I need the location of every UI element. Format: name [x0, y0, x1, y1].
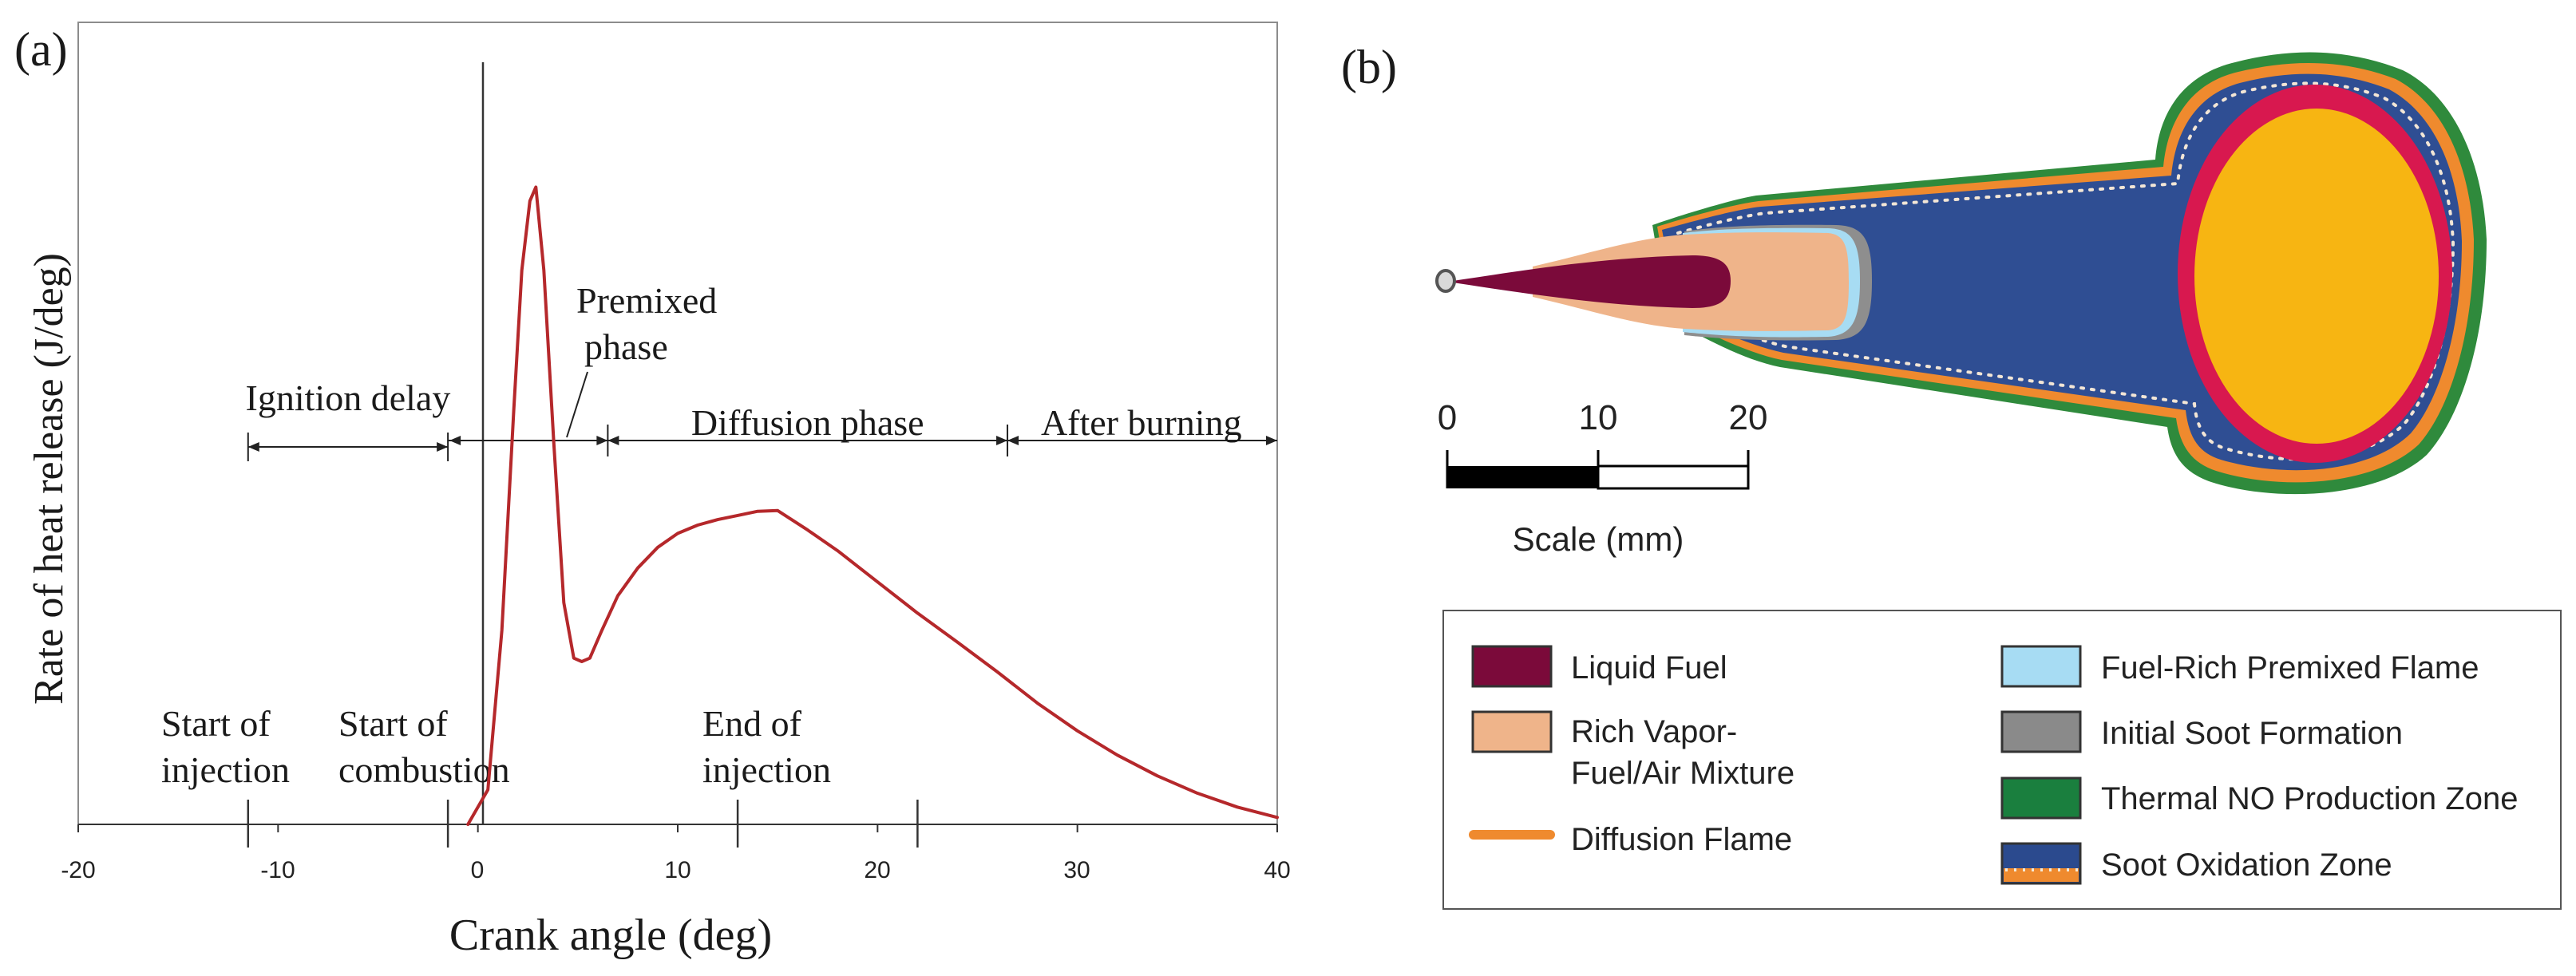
x-axis-title: Crank angle (deg)	[449, 911, 772, 960]
injector-nozzle	[1435, 269, 1456, 293]
arrow-head	[596, 436, 608, 445]
x-tick-label: 20	[864, 857, 890, 883]
phase-label-ignition-delay: Ignition delay	[246, 377, 451, 418]
legend-swatch-soot-oxidation-band	[2004, 868, 2079, 882]
yellow-core	[2194, 109, 2439, 444]
premixed-pointer	[566, 371, 588, 438]
legend-label-initial-soot: Initial Soot Formation	[2101, 716, 2403, 751]
legend-label-thermal-no: Thermal NO Production Zone	[2101, 781, 2518, 816]
event-label-start-injection-line2: injection	[161, 749, 290, 790]
legend-label-soot-oxidation: Soot Oxidation Zone	[2101, 848, 2392, 883]
panel-a: (a) -20 -10 0 10 20 30 40 Crank angle (d…	[14, 22, 1291, 960]
scale-bar: 0 10 20 Scale (mm)	[1438, 398, 1768, 558]
arrow-head	[437, 442, 449, 452]
legend-label-rich-vapor-line2: Fuel/Air Mixture	[1571, 756, 1794, 791]
scale-tick-20: 20	[1729, 398, 1768, 437]
arrow-head	[247, 442, 259, 452]
legend-swatch-liquid-fuel	[1471, 645, 1553, 688]
x-tick-label: -20	[61, 857, 95, 883]
scale-label: Scale (mm)	[1513, 520, 1684, 558]
legend-swatch-fuel-rich-premixed	[2000, 645, 2082, 688]
arrow-head	[1007, 436, 1019, 445]
legend-label-diffusion-flame: Diffusion Flame	[1571, 822, 1792, 857]
event-label-end-injection-line2: injection	[702, 749, 831, 790]
phase-label-after-burning: After burning	[1041, 402, 1242, 443]
legend-swatch-initial-soot	[2000, 710, 2082, 753]
x-axis-ticks	[77, 824, 1278, 832]
panel-a-label: (a)	[14, 23, 68, 76]
legend-label-rich-vapor-line1: Rich Vapor-	[1571, 714, 1737, 749]
legend-swatch-diffusion-flame	[1469, 830, 1555, 840]
y-axis-title: Rate of heat release (J/deg)	[26, 253, 72, 705]
soot-oxidation-dots	[1676, 81, 2455, 461]
heat-release-curve	[466, 185, 1279, 826]
legend-swatch-thermal-no	[2000, 776, 2082, 820]
phase-label-diffusion: Diffusion phase	[691, 402, 924, 443]
liquid-fuel-core	[1453, 255, 1731, 308]
phase-label-premixed-line1: Premixed	[576, 280, 717, 321]
x-tick-label: 0	[471, 857, 485, 883]
arrow-head	[996, 436, 1008, 445]
panel-b-label: (b)	[1341, 41, 1397, 93]
event-label-start-combustion-line1: Start of	[338, 703, 448, 744]
scale-bar-white	[1597, 464, 1750, 490]
event-tick-marks	[247, 800, 919, 848]
phase-dimension-line	[247, 425, 1277, 461]
x-tick-label: 10	[664, 857, 690, 883]
scale-tick-10: 10	[1579, 398, 1618, 437]
legend-label-liquid-fuel: Liquid Fuel	[1571, 650, 1727, 686]
x-tick-label: 40	[1264, 857, 1290, 883]
arrow-head	[1266, 436, 1277, 445]
x-tick-label: -10	[260, 857, 295, 883]
scale-bar-black	[1447, 466, 1598, 488]
x-tick-labels: -20 -10 0 10 20 30 40	[61, 857, 1290, 883]
scale-tick-0: 0	[1438, 398, 1457, 437]
event-label-end-injection-line1: End of	[702, 703, 802, 744]
spray-flame-diagram	[1435, 52, 2487, 495]
legend-swatch-rich-vapor	[1471, 710, 1553, 753]
event-label-start-injection-line1: Start of	[161, 703, 271, 744]
arrow-head	[449, 436, 461, 445]
phase-label-premixed-line2: phase	[584, 326, 668, 367]
event-label-start-combustion-line2: combustion	[338, 749, 510, 790]
legend: Liquid Fuel Rich Vapor- Fuel/Air Mixture…	[1442, 610, 2562, 910]
legend-label-fuel-rich-premixed: Fuel-Rich Premixed Flame	[2101, 650, 2479, 686]
panel-b: (b) 0	[1341, 41, 2562, 910]
arrow-head	[607, 436, 619, 445]
x-tick-label: 30	[1063, 857, 1090, 883]
